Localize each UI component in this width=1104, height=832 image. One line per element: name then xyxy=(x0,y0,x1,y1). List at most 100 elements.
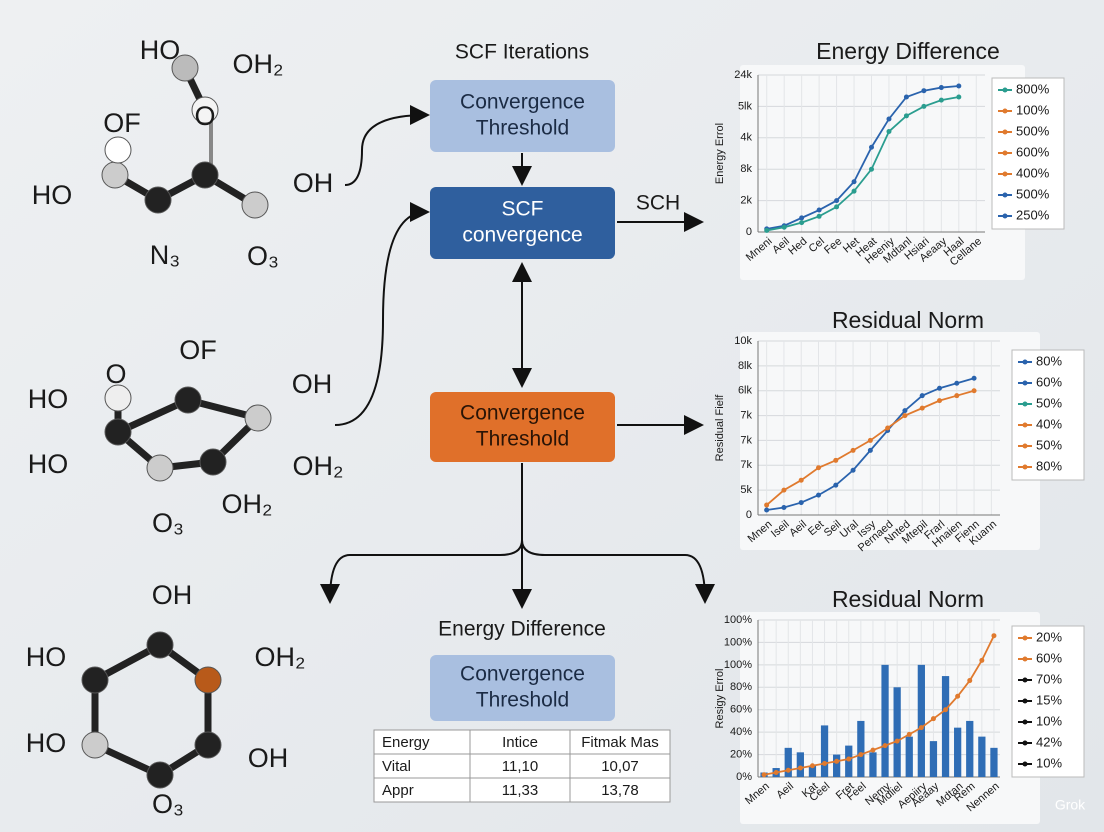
atom-label: OH₂ xyxy=(233,49,284,79)
flow-box-label: SCF xyxy=(502,198,544,221)
point xyxy=(816,213,822,219)
y-tick-label: 10k xyxy=(734,335,752,347)
atom xyxy=(146,454,174,482)
legend-label: 500% xyxy=(1016,123,1050,138)
table: Energy Intice Fitmak Mas Vital 11,10 10,07 App… xyxy=(373,729,671,803)
point xyxy=(885,425,891,431)
atom xyxy=(146,631,174,659)
atom xyxy=(191,161,219,189)
atom xyxy=(171,54,199,82)
atom-label: OH₂ xyxy=(255,642,306,672)
legend-swatch-dot xyxy=(1022,740,1028,746)
atom-label: OH xyxy=(292,369,333,399)
atom-label: N₃ xyxy=(150,240,181,270)
legend-swatch-dot xyxy=(1022,677,1028,683)
point xyxy=(781,224,787,230)
point xyxy=(785,767,791,773)
point xyxy=(799,220,805,226)
chart-title: Residual Norm xyxy=(832,586,984,612)
legend-label: 10% xyxy=(1036,755,1062,770)
point xyxy=(858,752,864,758)
flow-box-label: Threshold xyxy=(476,117,569,140)
legend-swatch-dot xyxy=(1022,635,1028,641)
point xyxy=(938,97,944,103)
bar xyxy=(941,676,950,777)
chart-panel xyxy=(740,65,1025,280)
point xyxy=(956,94,962,100)
atom-label: HO xyxy=(140,35,181,65)
molecule: HO OH₂ OF O HO OH N₃ O₃ xyxy=(32,35,334,271)
legend-label: 10% xyxy=(1036,713,1062,728)
point xyxy=(921,88,927,94)
bar xyxy=(966,720,974,777)
flow-box-label: convergence xyxy=(462,224,582,247)
flow-box-label: Threshold xyxy=(476,689,569,712)
atom xyxy=(199,448,227,476)
y-tick-label: 6lk xyxy=(738,385,753,397)
chart: Residual Norm Residual Fielf 0 5k 7k 7k 7k 6lk 8… xyxy=(714,307,1085,554)
flow-box xyxy=(430,655,615,721)
point xyxy=(834,198,840,204)
table-cell: 13,78 xyxy=(601,782,639,799)
legend-label: 400% xyxy=(1016,165,1050,180)
atom xyxy=(146,761,174,789)
series-line xyxy=(766,85,959,230)
legend-swatch-dot xyxy=(1002,171,1008,177)
y-tick-label: 8lk xyxy=(738,360,753,372)
point xyxy=(781,487,787,493)
point xyxy=(930,716,936,722)
legend-swatch-dot xyxy=(1022,380,1028,386)
y-tick-label: 7k xyxy=(740,459,752,471)
atom-label: OH₂ xyxy=(293,451,344,481)
point xyxy=(971,375,977,381)
atom xyxy=(191,96,219,124)
chart-panel xyxy=(740,332,1040,550)
point xyxy=(902,408,908,414)
bar xyxy=(954,727,962,777)
molecule: OF O OH HO HO OH₂ OH₂ O₃ xyxy=(28,335,344,538)
arrow xyxy=(334,202,430,426)
legend-label: 500% xyxy=(1016,186,1050,201)
table-header: Energy xyxy=(382,734,430,751)
table-header: Intice xyxy=(502,734,538,751)
point xyxy=(886,129,892,135)
atom-label: HO xyxy=(26,642,67,672)
bar xyxy=(833,754,841,777)
point xyxy=(764,502,770,508)
chart-title: Residual Norm xyxy=(832,307,984,333)
flow-box-label: Convergence xyxy=(460,402,585,425)
legend-swatch-dot xyxy=(1022,761,1028,767)
legend-swatch-dot xyxy=(1002,150,1008,156)
legend-label: 70% xyxy=(1036,671,1062,686)
atom xyxy=(194,666,222,694)
chart: Energy Difference Energy Errol 0 2k 8k 4k 5lk 2… xyxy=(714,38,1065,280)
legend-label: 100% xyxy=(1016,102,1050,117)
y-tick-label: 8k xyxy=(740,163,752,175)
y-tick-label: 40% xyxy=(730,726,752,738)
watermark: Grok xyxy=(1055,797,1086,813)
legend-swatch-dot xyxy=(1002,87,1008,93)
legend-swatch-dot xyxy=(1022,443,1028,449)
point xyxy=(851,179,857,185)
point xyxy=(798,500,804,506)
table-cell: 11,33 xyxy=(502,782,538,799)
y-tick-label: 60% xyxy=(730,704,752,716)
legend-label: 250% xyxy=(1016,207,1050,222)
legend-label: 15% xyxy=(1036,692,1062,707)
point xyxy=(773,770,779,776)
flow-box xyxy=(430,80,615,152)
point xyxy=(850,467,856,473)
bar xyxy=(857,720,865,777)
atom xyxy=(101,161,129,189)
atom-label: OF xyxy=(179,335,217,365)
point xyxy=(956,83,962,89)
legend-swatch-dot xyxy=(1002,192,1008,198)
bar xyxy=(820,725,829,777)
table-frame xyxy=(373,729,671,803)
point xyxy=(894,738,900,744)
legend-label: 60% xyxy=(1036,374,1062,389)
flow-box xyxy=(430,187,615,259)
legend-swatch-dot xyxy=(1022,656,1028,662)
legend-swatch-dot xyxy=(1022,422,1028,428)
